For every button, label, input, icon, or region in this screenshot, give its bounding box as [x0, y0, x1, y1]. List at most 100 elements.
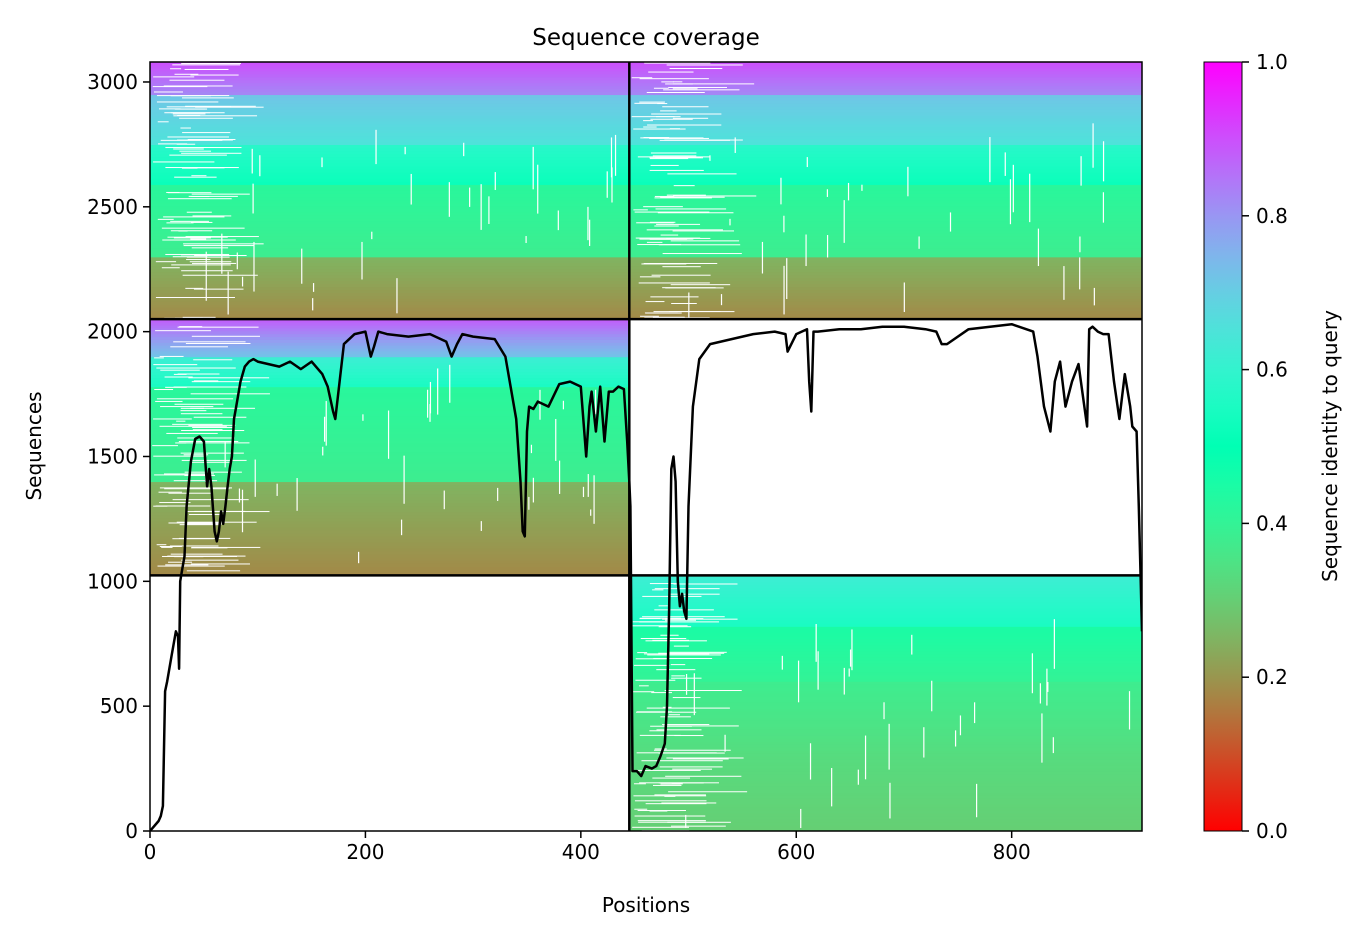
gap-mark	[166, 191, 180, 193]
heatmap-strip-bottom-right	[629, 726, 1142, 730]
gap-mark	[653, 749, 731, 751]
gap-mark	[831, 768, 833, 807]
gap-mark	[1128, 691, 1131, 730]
gap-mark	[488, 196, 490, 224]
gap-mark	[241, 489, 244, 533]
gap-mark	[817, 651, 819, 690]
heatmap-strip-middle-left	[150, 350, 630, 355]
heatmap-strip-top-left	[150, 97, 630, 101]
gap-mark	[404, 146, 406, 155]
heatmap-strip-middle-left	[150, 383, 630, 388]
gap-mark	[672, 697, 701, 699]
gap-mark	[633, 664, 670, 666]
heatmap-strip-bottom-right	[629, 681, 1142, 685]
heatmap-strip-bottom-right	[629, 650, 1142, 655]
heatmap-strip-middle-left	[150, 472, 630, 477]
coverage-heatmap	[150, 62, 1142, 831]
gap-mark	[639, 78, 709, 80]
heatmap-strip-middle-left	[150, 425, 630, 429]
heatmap-strip-bottom-right	[629, 741, 1142, 745]
gap-mark	[187, 138, 236, 140]
gap-mark	[849, 649, 852, 667]
heatmap-strip-top-right	[629, 205, 1142, 210]
gap-mark	[174, 403, 224, 405]
heatmap-strip-top-right	[629, 301, 1142, 305]
gap-mark	[611, 167, 613, 203]
gap-mark	[656, 223, 701, 225]
gap-mark	[191, 175, 207, 177]
gap-mark	[165, 253, 230, 255]
gap-mark	[649, 137, 710, 139]
heatmap-strip-bottom-right	[629, 750, 1142, 754]
gap-mark	[525, 236, 527, 244]
gap-mark	[660, 783, 681, 785]
gap-mark	[153, 91, 183, 93]
gap-mark	[184, 68, 229, 70]
heatmap-strip-top-right	[629, 211, 1142, 216]
gap-mark	[903, 282, 905, 313]
heatmap-strip-bottom-right	[629, 786, 1142, 790]
heatmap-strip-top-left	[150, 73, 630, 78]
heatmap-strip-top-left	[150, 85, 630, 90]
gap-mark	[532, 146, 534, 190]
heatmap-strip-top-left	[150, 274, 630, 279]
heatmap-strip-top-left	[150, 217, 630, 222]
gap-mark	[643, 653, 710, 655]
heatmap-strip-top-right	[629, 304, 1142, 308]
gap-mark	[633, 128, 686, 130]
gap-mark	[672, 88, 698, 90]
gap-mark	[153, 455, 207, 457]
gap-mark	[403, 455, 405, 504]
heatmap-strip-top-right	[629, 313, 1142, 317]
gap-mark	[685, 814, 687, 828]
heatmap-strip-top-left	[150, 165, 630, 170]
heatmap-strip-middle-left	[150, 374, 630, 379]
heatmap-strip-bottom-right	[629, 792, 1142, 796]
heatmap-strip-middle-left	[150, 457, 630, 462]
gap-mark	[923, 727, 925, 758]
heatmap-strip-top-right	[629, 286, 1142, 291]
heatmap-strip-top-left	[150, 262, 630, 267]
gap-mark	[191, 247, 229, 249]
gap-mark	[180, 410, 207, 412]
gap-mark	[954, 730, 957, 747]
heatmap-strip-top-left	[150, 123, 630, 128]
gap-mark	[641, 760, 723, 762]
gap-mark	[847, 182, 850, 201]
heatmap-strip-top-left	[150, 109, 630, 113]
gap-mark	[241, 276, 244, 287]
gap-mark	[161, 227, 245, 229]
heatmap-strip-middle-left	[150, 362, 630, 367]
gap-mark	[651, 113, 722, 115]
gap-mark	[180, 407, 205, 409]
heatmap-strip-top-right	[629, 271, 1142, 276]
gap-mark	[325, 401, 327, 446]
heatmap-strip-bottom-right	[629, 729, 1142, 733]
heatmap-strip-middle-left	[150, 398, 630, 403]
gap-mark	[635, 679, 676, 681]
gap-mark	[170, 68, 182, 70]
gap-mark	[649, 730, 667, 732]
heatmap-strip-top-left	[150, 277, 630, 282]
heatmap-strip-bottom-right	[629, 678, 1142, 682]
heatmap-strip-top-right	[629, 217, 1142, 222]
gap-mark	[1102, 141, 1105, 182]
gap-mark	[532, 477, 534, 503]
gap-mark	[665, 775, 742, 777]
gap-mark	[668, 651, 727, 653]
coverage-line	[150, 322, 1142, 831]
heatmap-strip-middle-left	[150, 557, 630, 561]
heatmap-strip-bottom-right	[629, 789, 1142, 793]
gap-mark	[152, 86, 208, 88]
heatmap-strip-top-left	[150, 241, 630, 246]
gap-mark	[720, 294, 723, 306]
gap-mark	[186, 211, 212, 213]
gap-mark	[469, 187, 471, 207]
heatmap-strip-top-right	[629, 310, 1142, 314]
heatmap-strip-bottom-right	[629, 605, 1142, 609]
heatmap-strip-top-left	[150, 141, 630, 145]
gap-mark	[634, 102, 664, 104]
gap-mark	[589, 219, 591, 246]
gap-mark	[664, 618, 704, 620]
gap-mark	[168, 522, 222, 524]
